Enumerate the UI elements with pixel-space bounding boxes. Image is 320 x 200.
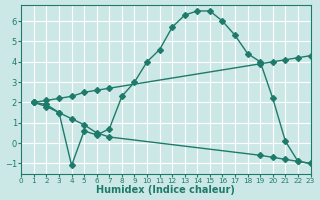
X-axis label: Humidex (Indice chaleur): Humidex (Indice chaleur) xyxy=(96,185,235,195)
